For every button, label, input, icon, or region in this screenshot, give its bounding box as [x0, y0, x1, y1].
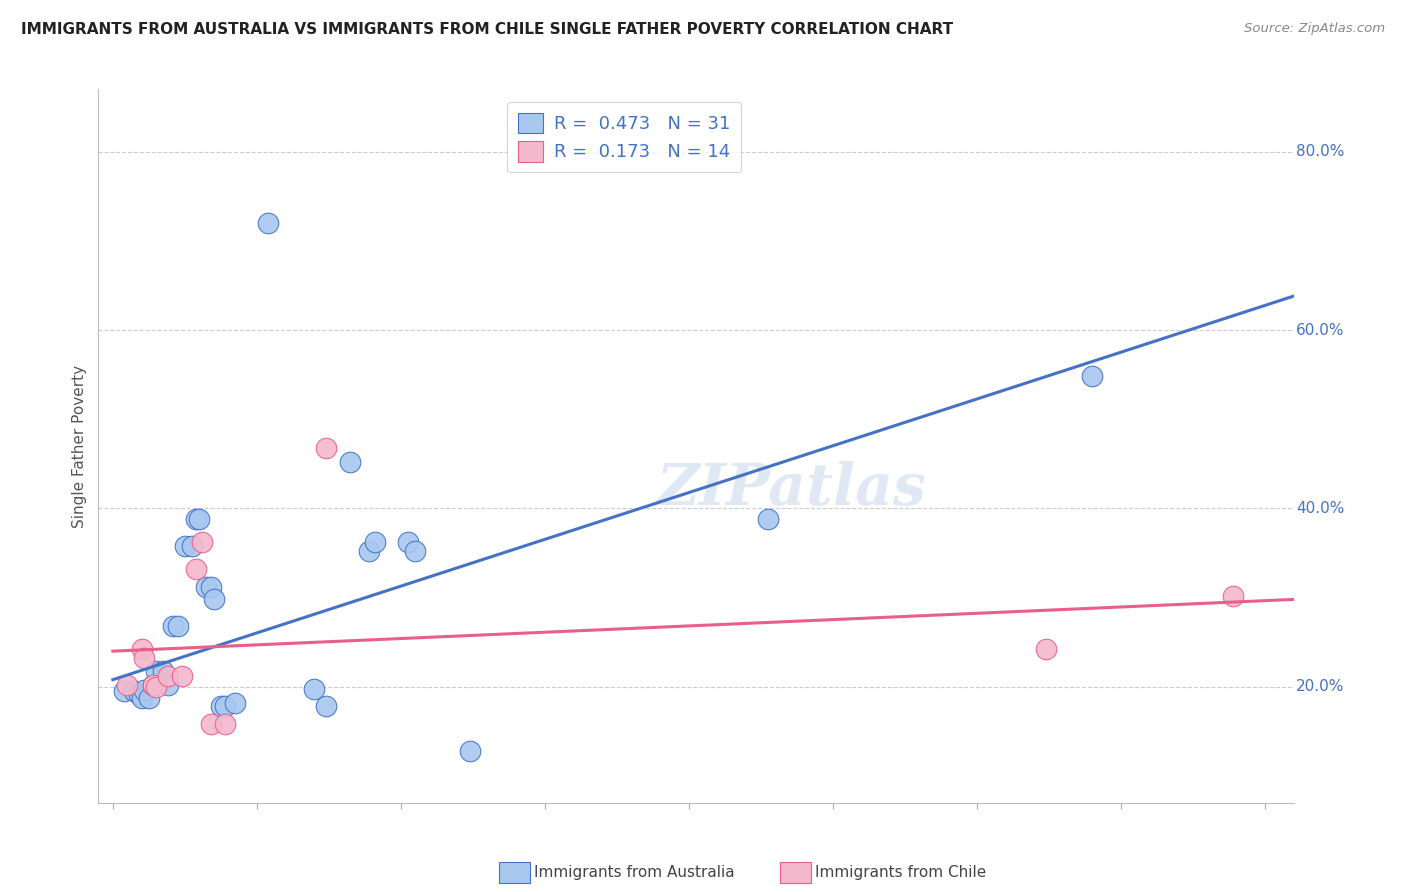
Point — [257, 216, 280, 230]
Point — [188, 512, 211, 526]
Point — [166, 619, 188, 633]
Text: Source: ZipAtlas.com: Source: ZipAtlas.com — [1244, 22, 1385, 36]
Point — [173, 539, 195, 553]
Point — [224, 696, 246, 710]
Point — [304, 681, 326, 696]
Text: 20.0%: 20.0% — [1296, 680, 1344, 694]
Point — [186, 512, 208, 526]
Point — [1081, 369, 1104, 384]
Point — [200, 580, 222, 594]
Point — [186, 562, 208, 576]
Point — [1222, 589, 1244, 603]
Point — [131, 642, 153, 657]
Point — [214, 699, 236, 714]
Text: 80.0%: 80.0% — [1296, 145, 1344, 159]
Point — [191, 535, 214, 549]
Point — [142, 678, 165, 692]
Point — [339, 455, 361, 469]
Text: 60.0%: 60.0% — [1296, 323, 1344, 337]
Point — [458, 744, 481, 758]
Point — [112, 684, 135, 698]
Text: 40.0%: 40.0% — [1296, 501, 1344, 516]
Point — [315, 441, 337, 455]
Point — [195, 580, 218, 594]
Point — [128, 687, 150, 701]
Point — [145, 680, 167, 694]
Point — [200, 717, 222, 731]
Point — [396, 535, 419, 549]
Legend: R =  0.473   N = 31, R =  0.173   N = 14: R = 0.473 N = 31, R = 0.173 N = 14 — [508, 102, 741, 172]
Point — [1035, 642, 1057, 657]
Point — [359, 544, 381, 558]
Point — [315, 699, 337, 714]
Point — [131, 691, 153, 706]
Point — [162, 619, 184, 633]
Point — [364, 535, 387, 549]
Point — [170, 669, 193, 683]
Point — [134, 651, 156, 665]
Point — [209, 699, 232, 714]
Point — [202, 592, 225, 607]
Y-axis label: Single Father Poverty: Single Father Poverty — [72, 365, 87, 527]
Point — [142, 678, 165, 692]
Text: ZIPatlas: ZIPatlas — [657, 460, 927, 517]
Point — [138, 691, 160, 706]
Point — [214, 717, 236, 731]
Text: IMMIGRANTS FROM AUSTRALIA VS IMMIGRANTS FROM CHILE SINGLE FATHER POVERTY CORRELA: IMMIGRANTS FROM AUSTRALIA VS IMMIGRANTS … — [21, 22, 953, 37]
Point — [145, 664, 167, 678]
Text: Immigrants from Australia: Immigrants from Australia — [534, 865, 735, 880]
Point — [152, 664, 174, 678]
Text: Immigrants from Chile: Immigrants from Chile — [815, 865, 987, 880]
Point — [156, 669, 179, 683]
Point — [134, 682, 156, 697]
Point — [404, 544, 426, 558]
Point — [124, 684, 146, 698]
Point — [181, 539, 204, 553]
Point — [756, 512, 779, 526]
Point — [115, 678, 138, 692]
Point — [156, 678, 179, 692]
